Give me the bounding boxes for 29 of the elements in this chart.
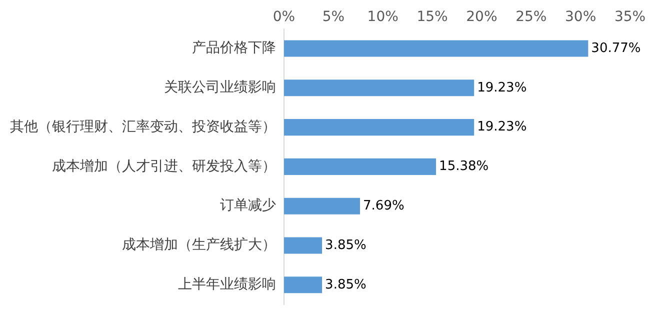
x-tick-label: 0% — [272, 9, 296, 26]
bar — [284, 80, 474, 96]
data-label: 3.85% — [325, 238, 366, 253]
y-tick-label: 其他（银行理财、汇率变动、投资收益等） — [10, 118, 276, 135]
bar — [284, 40, 588, 57]
y-tick-label: 上半年业绩影响 — [178, 276, 276, 293]
x-tick-label: 30% — [565, 9, 596, 26]
data-label: 7.69% — [363, 198, 404, 214]
bar — [284, 119, 474, 136]
bar — [284, 237, 322, 254]
y-tick-label: 订单减少 — [220, 198, 276, 214]
bar — [284, 198, 360, 214]
x-tick-label: 15% — [416, 9, 448, 26]
x-tick-label: 10% — [367, 9, 398, 26]
y-tick-label: 关联公司业绩影响 — [164, 80, 276, 96]
bar — [284, 276, 322, 294]
x-tick-label: 35% — [614, 9, 646, 26]
y-tick-label: 成本增加（生产线扩大） — [122, 237, 276, 254]
data-label: 3.85% — [325, 277, 366, 292]
data-label: 15.38% — [439, 159, 489, 174]
data-label: 19.23% — [477, 80, 527, 96]
x-tick-label: 5% — [322, 9, 345, 26]
data-label: 19.23% — [477, 120, 527, 135]
y-tick-label: 产品价格下降 — [192, 40, 276, 56]
data-label: 30.77% — [591, 40, 641, 56]
x-tick-label: 25% — [516, 9, 547, 26]
y-tick-label: 成本增加（人才引进、研发投入等） — [52, 158, 276, 174]
x-tick-label: 20% — [466, 9, 498, 26]
bar — [284, 158, 436, 175]
